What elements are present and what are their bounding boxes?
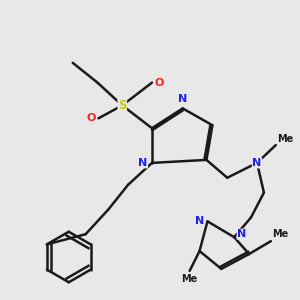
Text: N: N: [195, 216, 205, 226]
Text: Me: Me: [272, 229, 289, 239]
Text: Me: Me: [277, 134, 294, 144]
Text: N: N: [237, 229, 246, 239]
Text: N: N: [252, 158, 262, 168]
Text: O: O: [86, 113, 95, 123]
Text: N: N: [138, 158, 148, 168]
Text: S: S: [118, 99, 127, 112]
Text: Me: Me: [182, 274, 198, 284]
Text: N: N: [178, 94, 187, 104]
Text: O: O: [155, 78, 164, 88]
